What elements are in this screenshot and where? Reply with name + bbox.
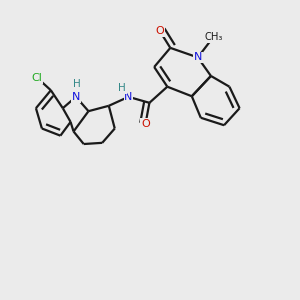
- Text: N: N: [72, 92, 80, 102]
- Text: CH₃: CH₃: [204, 32, 223, 42]
- Text: N: N: [194, 52, 202, 62]
- Text: H: H: [73, 79, 81, 89]
- Text: N: N: [124, 92, 133, 102]
- Text: Cl: Cl: [32, 73, 43, 83]
- Text: O: O: [141, 119, 150, 129]
- Text: H: H: [118, 83, 126, 94]
- Text: O: O: [155, 26, 164, 36]
